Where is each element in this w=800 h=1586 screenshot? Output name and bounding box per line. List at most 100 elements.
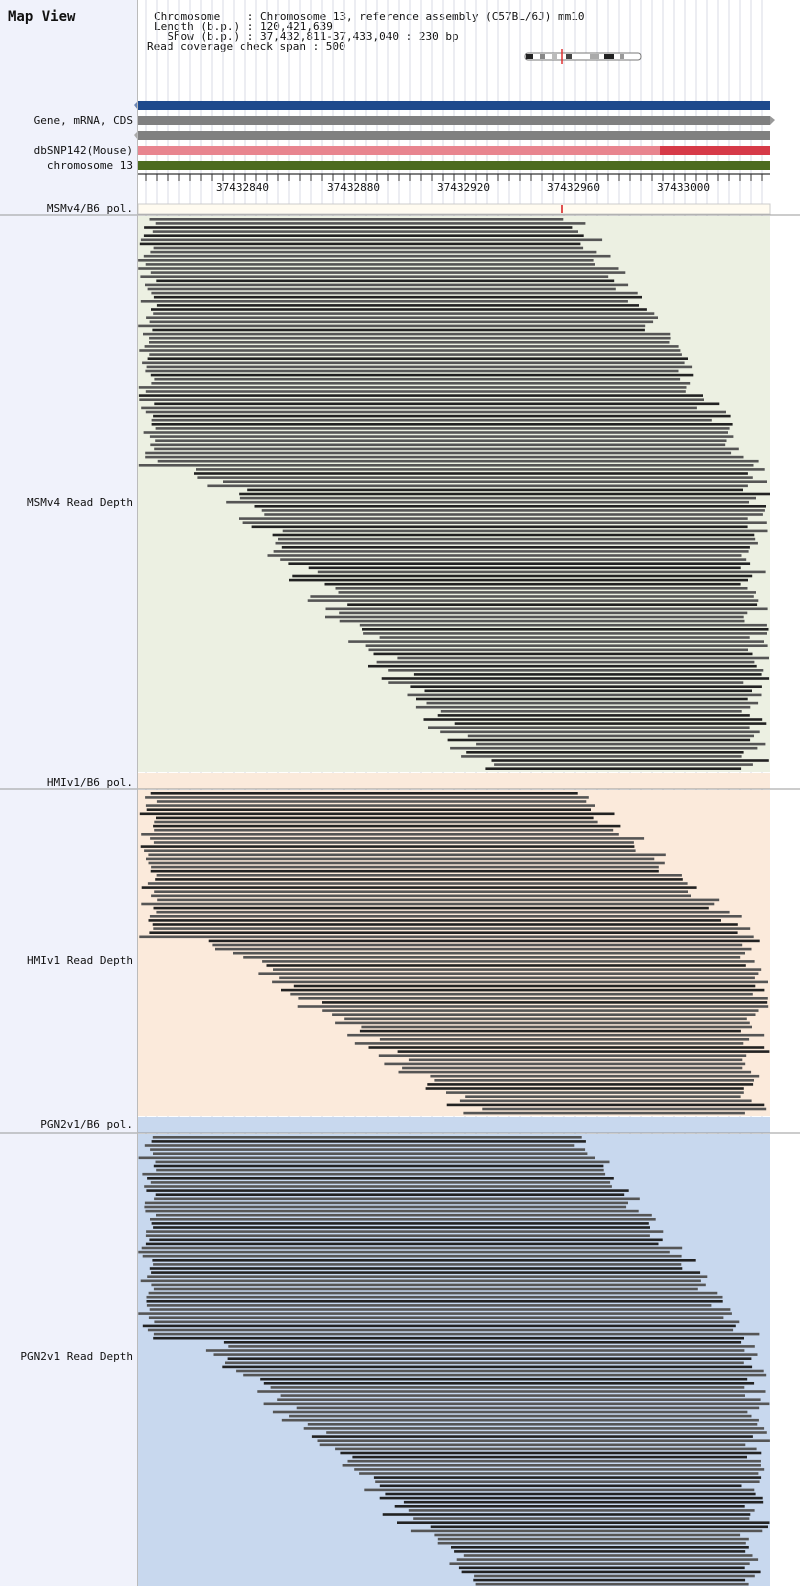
- hmi-read: [145, 804, 595, 807]
- pgn-read: [153, 1332, 760, 1336]
- left-panel: Map View Gene, mRNA, CDS dbSNP142(Mouse)…: [0, 0, 138, 1586]
- msm-read: [461, 755, 742, 758]
- hmi-read: [156, 816, 594, 820]
- pgn-read: [146, 1304, 712, 1307]
- pgn-read: [156, 1213, 652, 1217]
- pgn-read: [456, 1558, 759, 1561]
- hmi-read: [154, 890, 688, 893]
- msm-read: [153, 414, 731, 418]
- msm-read: [143, 234, 584, 237]
- pgn-depth-label: PGN2v1 Read Depth: [20, 1350, 133, 1363]
- hmi-read: [144, 849, 636, 852]
- hmi-read: [233, 951, 745, 955]
- pgn-read: [144, 1185, 612, 1188]
- msm-read: [239, 517, 748, 520]
- msm-depth-label: MSMv4 Read Depth: [27, 496, 133, 509]
- ideogram-band: [526, 54, 533, 59]
- hmi-read: [146, 857, 655, 861]
- pgn-read: [243, 1373, 767, 1377]
- msm-read: [325, 615, 744, 619]
- hmi-read: [281, 988, 765, 992]
- pgn-read: [144, 1205, 627, 1209]
- msm-read: [317, 570, 766, 574]
- hmi-depth-label: HMIv1 Read Depth: [27, 954, 133, 967]
- hmi-read: [146, 808, 591, 811]
- msm-read: [223, 480, 767, 483]
- pgn-read: [410, 1529, 763, 1533]
- pgn-read: [257, 1390, 766, 1393]
- msm-read: [143, 332, 671, 336]
- msm-read: [144, 226, 573, 229]
- pgn-read: [146, 1189, 629, 1192]
- msm-read: [239, 492, 770, 496]
- msm-read: [153, 295, 642, 299]
- pgn-read: [364, 1488, 755, 1492]
- msm-read: [142, 361, 685, 365]
- pgn-read: [150, 1148, 586, 1151]
- pgn-read: [340, 1451, 762, 1455]
- hmi-read: [258, 972, 759, 975]
- msm-read: [365, 644, 768, 647]
- msm-read: [196, 468, 765, 471]
- msm-read: [145, 369, 679, 373]
- pgn-read: [296, 1406, 760, 1410]
- msm-read: [150, 443, 726, 447]
- hmi-read: [482, 1107, 767, 1111]
- hmi-read: [354, 1042, 744, 1045]
- pgn-read: [156, 1168, 604, 1172]
- pgn-read: [147, 1275, 708, 1278]
- msm-read: [150, 250, 597, 254]
- pgn-read: [394, 1505, 745, 1508]
- msm-read: [138, 394, 703, 397]
- hmi-read: [141, 833, 619, 836]
- msm-polymorphism-strip: [137, 203, 771, 215]
- hmi-read: [150, 869, 659, 873]
- hmi-read: [378, 1054, 747, 1057]
- msm-read: [149, 218, 564, 221]
- msm-read: [494, 763, 753, 766]
- msm-read: [467, 734, 754, 738]
- pgn-read: [413, 1517, 750, 1520]
- info-row-show: Show (b.p.) : 37,432,811-37,433,040 : 23…: [154, 30, 459, 43]
- hmi-read: [215, 947, 752, 951]
- msm-read: [415, 705, 751, 709]
- msm-read: [144, 345, 679, 348]
- pgn-read: [138, 1250, 670, 1254]
- hmi-read: [434, 1079, 754, 1082]
- pgn-read: [149, 1267, 683, 1270]
- hmi-read: [425, 1087, 744, 1090]
- mrna-track-arrow-right: [770, 116, 775, 125]
- info-value: Chromosome 13, reference assembly (C57BL…: [259, 10, 585, 23]
- pgn-read: [144, 1144, 575, 1147]
- msm-read: [407, 693, 762, 697]
- pgn-pol-label: PGN2v1/B6 pol.: [40, 1118, 133, 1131]
- msm-read: [282, 529, 768, 533]
- msm-pol-label: MSMv4/B6 pol.: [46, 202, 133, 215]
- msm-read: [278, 537, 756, 541]
- pgn-read: [379, 1496, 763, 1500]
- pgn-read: [437, 1537, 749, 1541]
- pgn-read: [352, 1455, 747, 1459]
- hmi-read: [140, 845, 635, 848]
- pgn-read: [146, 1295, 723, 1299]
- pgn-read: [451, 1546, 749, 1549]
- msm-read: [423, 718, 763, 721]
- msm-read: [147, 357, 689, 360]
- msm-read: [156, 304, 639, 307]
- hmi-read: [322, 1009, 759, 1012]
- msm-read: [280, 558, 747, 561]
- hmi-read: [262, 960, 755, 963]
- msm-read: [152, 230, 579, 233]
- pgn-read: [155, 1193, 625, 1196]
- msm-read: [275, 541, 758, 545]
- msm-read: [194, 472, 748, 475]
- pgn-read: [280, 1394, 745, 1397]
- page-title: Map View: [8, 9, 76, 25]
- hmi-read: [293, 984, 756, 988]
- pgn-read: [382, 1513, 751, 1516]
- pgn-read: [151, 1283, 706, 1287]
- ideogram-band: [566, 54, 572, 59]
- msm-read: [308, 566, 741, 570]
- hmi-read: [446, 1103, 765, 1107]
- hmi-read: [150, 837, 645, 840]
